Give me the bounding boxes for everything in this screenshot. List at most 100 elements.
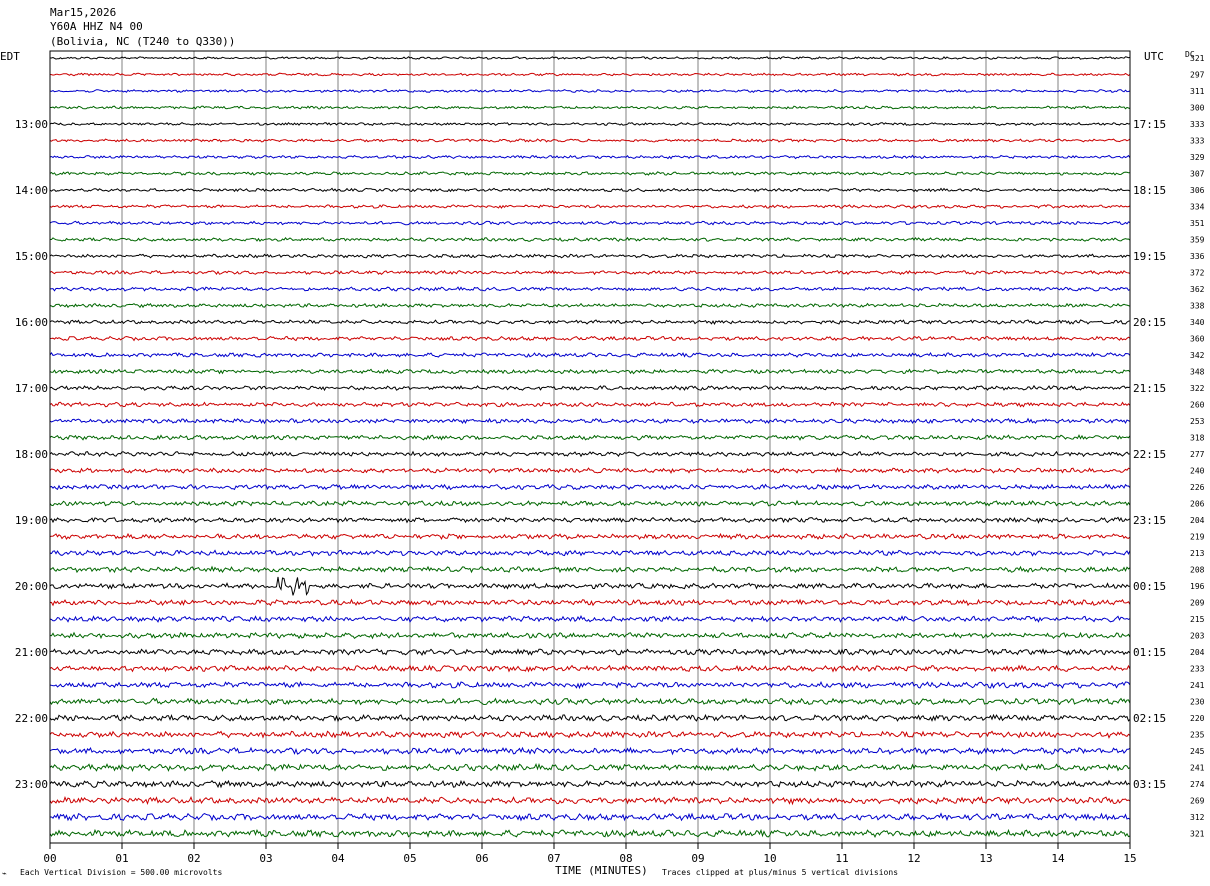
seismic-trace <box>49 828 1131 839</box>
footer-left-mark: ⌁ <box>2 869 7 878</box>
x-tick-label: 09 <box>691 852 704 865</box>
left-hour-label: 18:00 <box>15 448 48 461</box>
dc-offset-label: 269 <box>1190 797 1205 806</box>
dc-offset-label: 297 <box>1190 71 1205 80</box>
x-tick-label: 13 <box>979 852 992 865</box>
seismic-trace <box>49 121 1131 127</box>
right-hour-label: 18:15 <box>1133 184 1166 197</box>
seismic-trace <box>49 417 1131 425</box>
seismic-trace <box>49 434 1131 441</box>
right-hour-label: 00:15 <box>1133 580 1166 593</box>
seismic-trace <box>49 664 1131 673</box>
seismic-trace <box>49 730 1131 739</box>
right-hour-label: 02:15 <box>1133 712 1166 725</box>
seismic-trace <box>49 384 1131 392</box>
dc-offset-label: 333 <box>1190 137 1205 146</box>
footer-left-note: Each Vertical Division = 500.00 microvol… <box>20 868 222 877</box>
x-tick-label: 06 <box>475 852 488 865</box>
dc-offset-label: 241 <box>1190 764 1205 773</box>
left-hour-label: 22:00 <box>15 712 48 725</box>
x-tick-label: 10 <box>763 852 776 865</box>
seismic-trace <box>49 286 1131 292</box>
seismic-trace <box>49 680 1131 690</box>
seismic-trace <box>49 565 1131 574</box>
dc-offset-label: 307 <box>1190 170 1205 179</box>
seismic-trace <box>49 319 1131 325</box>
x-tick-label: 02 <box>187 852 200 865</box>
dc-offset-label: 274 <box>1190 780 1205 789</box>
x-tick-label: 04 <box>331 852 345 865</box>
seismic-trace <box>49 351 1131 358</box>
dc-offset-label: 196 <box>1190 582 1205 591</box>
dc-offset-labels: 321 297 311 300 333 333 329 307 306 334 351 359 336 3… <box>1190 54 1205 839</box>
station-label: Y60A HHZ N4 00 <box>50 20 143 33</box>
seismic-trace <box>49 253 1131 259</box>
left-timezone-label: EDT <box>0 50 20 63</box>
footer-right-note: Traces clipped at plus/minus 5 vertical … <box>662 868 898 877</box>
dc-offset-label: 312 <box>1190 813 1205 822</box>
dc-offset-label: 220 <box>1190 714 1205 723</box>
seismic-trace <box>50 812 1131 822</box>
dc-offset-label: 336 <box>1190 252 1205 261</box>
dc-offset-label: 260 <box>1190 401 1205 410</box>
dc-offset-label: 300 <box>1190 104 1205 113</box>
left-hour-label: 23:00 <box>15 778 48 791</box>
seismic-trace <box>49 598 1131 607</box>
x-tick-label: 12 <box>907 852 920 865</box>
x-tick-label: 14 <box>1051 852 1065 865</box>
left-hour-labels: 13:00 14:00 15:00 16:00 17:00 18:00 19:00 20:00… <box>15 118 48 791</box>
x-tick-label: 11 <box>835 852 848 865</box>
dc-offset-label: 322 <box>1190 384 1205 393</box>
x-axis-label: TIME (MINUTES) <box>555 864 648 877</box>
seismic-trace <box>49 746 1131 756</box>
x-tick-label: 00 <box>43 852 56 865</box>
dc-offset-label: 208 <box>1190 566 1205 575</box>
dc-offset-label: 226 <box>1190 483 1205 492</box>
seismic-trace <box>50 105 1131 110</box>
right-hour-label: 03:15 <box>1133 778 1166 791</box>
dc-offset-label: 209 <box>1190 599 1205 608</box>
dc-offset-label: 203 <box>1190 632 1205 641</box>
left-hour-label: 15:00 <box>15 250 48 263</box>
x-tick-label: 07 <box>547 852 560 865</box>
x-tick-label: 08 <box>619 852 632 865</box>
x-axis-ticks: 00 01 02 03 04 05 06 07 08 09 10 11 12 13 14 15 <box>43 843 1137 865</box>
seismic-trace <box>49 450 1130 458</box>
dc-offset-label: 311 <box>1190 87 1205 96</box>
seismic-trace <box>49 549 1131 557</box>
seismic-trace <box>50 56 1131 60</box>
x-tick-label: 01 <box>115 852 128 865</box>
right-hour-label: 23:15 <box>1133 514 1166 527</box>
dc-offset-label: 204 <box>1190 516 1205 525</box>
left-hour-label: 21:00 <box>15 646 48 659</box>
right-timezone-label: UTC <box>1144 50 1164 63</box>
dc-offset-label: 233 <box>1190 665 1205 674</box>
dc-offset-label: 318 <box>1190 434 1205 443</box>
dc-offset-label: 206 <box>1190 500 1205 509</box>
right-hour-label: 19:15 <box>1133 250 1166 263</box>
seismic-trace <box>49 467 1131 474</box>
dc-offset-label: 215 <box>1190 615 1205 624</box>
right-hour-label: 20:15 <box>1133 316 1166 329</box>
seismic-trace <box>49 779 1131 789</box>
dc-offset-label: 241 <box>1190 681 1205 690</box>
dc-offset-label: 230 <box>1190 698 1205 707</box>
date-label: Mar15,2026 <box>50 6 116 19</box>
seismic-trace <box>49 697 1131 706</box>
dc-offset-label: 240 <box>1190 467 1205 476</box>
dc-offset-label: 321 <box>1190 54 1205 63</box>
left-hour-label: 14:00 <box>15 184 48 197</box>
dc-offset-label: 362 <box>1190 285 1205 294</box>
seismic-trace <box>49 576 1130 596</box>
dc-offset-label: 235 <box>1190 731 1205 740</box>
left-hour-label: 19:00 <box>15 514 48 527</box>
seismic-trace <box>49 631 1131 640</box>
seismic-trace <box>49 483 1131 491</box>
dc-label: DC <box>1185 50 1195 59</box>
dc-offset-label: 334 <box>1190 203 1205 212</box>
location-label: (Bolivia, NC (T240 to Q330)) <box>50 35 235 48</box>
seismic-trace <box>49 138 1131 143</box>
dc-offset-label: 329 <box>1190 153 1205 162</box>
seismic-trace <box>49 532 1131 541</box>
